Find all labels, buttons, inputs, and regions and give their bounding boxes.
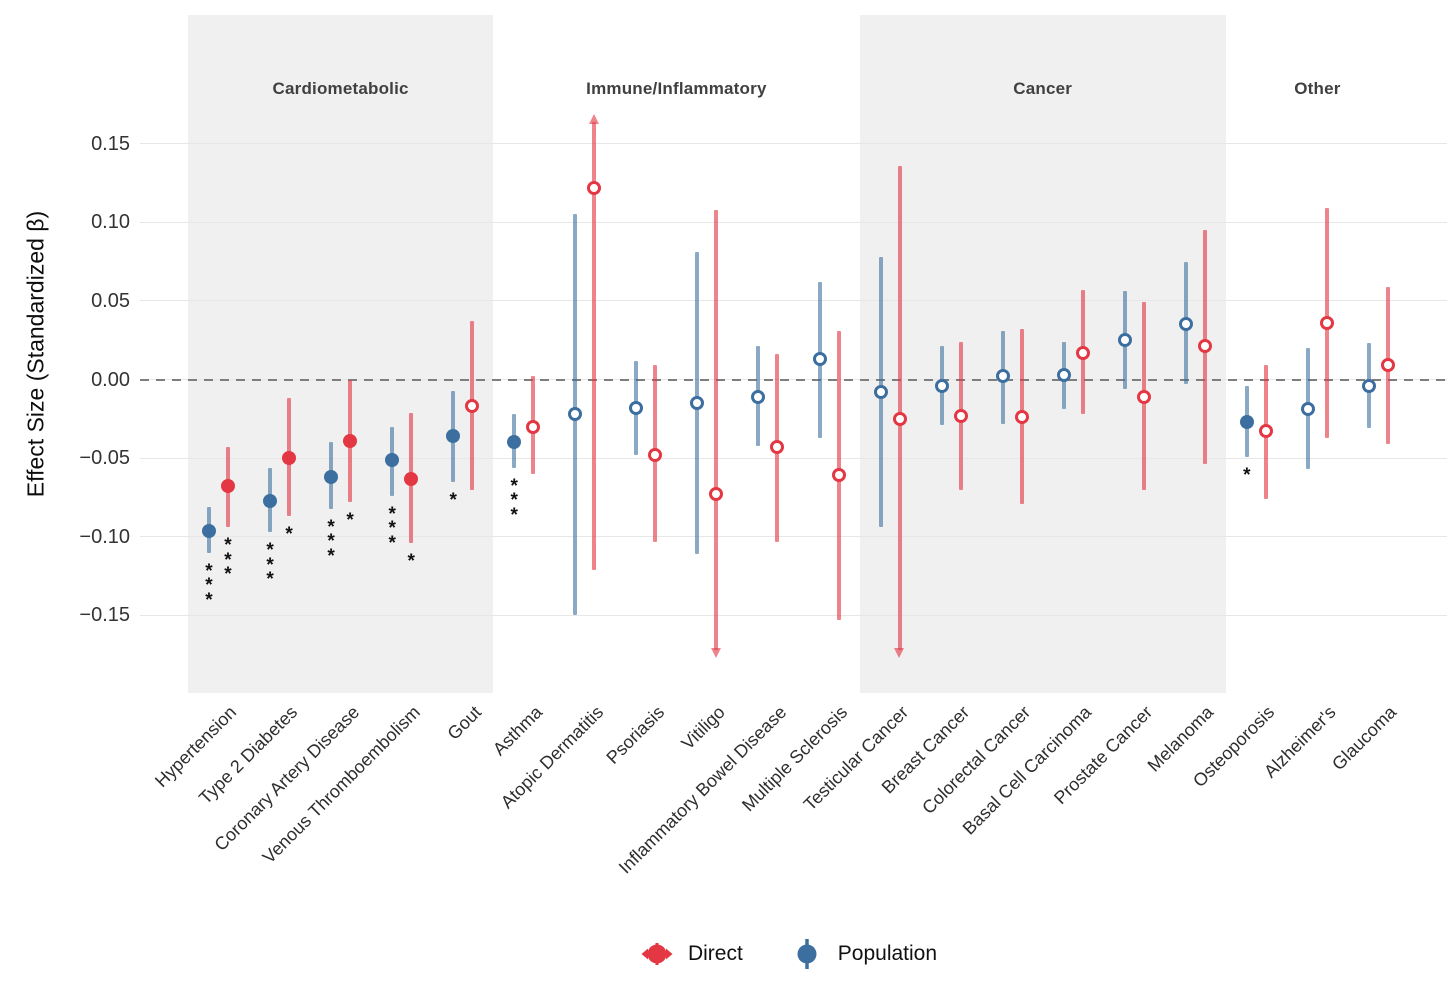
point-population <box>873 385 888 400</box>
legend-item-direct: Direct <box>639 936 743 972</box>
point-direct <box>1258 424 1273 439</box>
point-direct <box>1319 315 1334 330</box>
point-direct <box>1380 358 1395 373</box>
point-direct <box>892 411 907 426</box>
point-population <box>1178 317 1193 332</box>
group-header: Cancer <box>1013 79 1073 98</box>
point-population <box>751 389 766 404</box>
legend-label-direct: Direct <box>687 942 743 965</box>
ci-line-direct <box>897 165 902 650</box>
point-direct <box>343 433 358 448</box>
y-gridline <box>140 300 1447 302</box>
y-tick-label: 0.05 <box>91 289 130 312</box>
significance-stars-direct: * <box>346 510 354 532</box>
point-population <box>1300 402 1315 417</box>
point-direct <box>526 419 541 434</box>
y-gridline <box>140 457 1447 459</box>
point-population <box>1361 378 1376 393</box>
x-axis-label: Psoriasis <box>602 702 669 768</box>
group-header: Cardiometabolic <box>272 79 409 98</box>
x-axis-label: Asthma <box>488 702 546 760</box>
point-population <box>568 407 583 422</box>
y-tick-label: −0.15 <box>79 604 130 627</box>
group-band <box>188 15 494 693</box>
x-axis-label: Atopic Dermatitis <box>496 702 607 813</box>
ci-arrow-down <box>894 647 905 658</box>
x-axis-label: Testicular Cancer <box>799 702 913 815</box>
x-axis-label: Colorectal Cancer <box>918 702 1035 819</box>
point-population <box>446 429 461 444</box>
point-population <box>690 396 705 411</box>
y-tick-label: −0.10 <box>79 525 130 548</box>
point-population <box>324 470 339 485</box>
point-direct <box>587 180 602 195</box>
point-direct <box>1136 389 1151 404</box>
direct-marker-icon <box>641 943 673 965</box>
point-population <box>202 523 216 538</box>
y-tick-label: 0.00 <box>91 368 130 391</box>
legend-label-population: Population <box>837 942 938 965</box>
ci-line-direct <box>714 209 719 650</box>
point-direct <box>953 408 968 423</box>
population-marker-icon <box>797 939 817 969</box>
point-population <box>1239 414 1254 429</box>
significance-stars-direct: * * * <box>224 535 232 586</box>
point-direct <box>1197 339 1212 354</box>
group-band <box>859 15 1226 693</box>
point-direct <box>404 471 419 486</box>
significance-stars-population: * <box>449 489 457 511</box>
point-direct <box>770 440 785 455</box>
y-gridline <box>140 221 1447 223</box>
significance-stars-direct: * <box>285 524 293 546</box>
point-population <box>934 378 949 393</box>
point-direct <box>1014 410 1029 425</box>
legend-item-population: Population <box>789 936 937 972</box>
zero-reference-line <box>140 378 1447 381</box>
y-tick-label: 0.10 <box>91 211 130 234</box>
point-population <box>507 435 522 450</box>
y-tick-label: −0.05 <box>79 447 130 470</box>
significance-stars-population: * * * <box>205 560 213 611</box>
point-direct <box>1075 345 1090 360</box>
x-axis-label: Multiple Sclerosis <box>737 702 852 816</box>
significance-stars-population: * * * <box>510 475 518 526</box>
ci-line-direct <box>592 121 597 570</box>
significance-stars-population: * * * <box>266 540 274 591</box>
ci-arrow-down <box>710 647 721 658</box>
point-direct <box>831 468 846 483</box>
legend: Direct Population <box>60 936 1456 972</box>
significance-stars-direct: * <box>407 551 415 573</box>
point-population <box>1056 367 1071 382</box>
group-header: Other <box>1294 79 1341 98</box>
point-population <box>812 352 827 367</box>
significance-stars-population: * * * <box>388 503 396 554</box>
y-gridline <box>140 536 1447 538</box>
y-tick-label: 0.15 <box>91 132 130 155</box>
point-population <box>385 452 400 467</box>
point-population <box>263 493 278 508</box>
x-axis-label: Vitiligo <box>677 702 730 754</box>
point-population <box>995 369 1010 384</box>
point-direct <box>282 451 297 466</box>
point-direct <box>709 487 724 502</box>
point-direct <box>465 399 480 414</box>
point-population <box>629 400 644 415</box>
x-axis-label: Gout <box>443 702 485 744</box>
point-population <box>1117 333 1132 348</box>
significance-stars-population: * * * <box>327 516 335 567</box>
x-axis-label: Glaucoma <box>1328 702 1401 775</box>
point-direct <box>648 448 663 463</box>
y-gridline <box>140 614 1447 616</box>
significance-stars-population: * <box>1243 464 1251 486</box>
point-direct <box>221 479 235 494</box>
ci-arrow-up <box>588 113 599 124</box>
group-header: Immune/Inflammatory <box>586 79 767 98</box>
y-gridline <box>140 143 1447 144</box>
